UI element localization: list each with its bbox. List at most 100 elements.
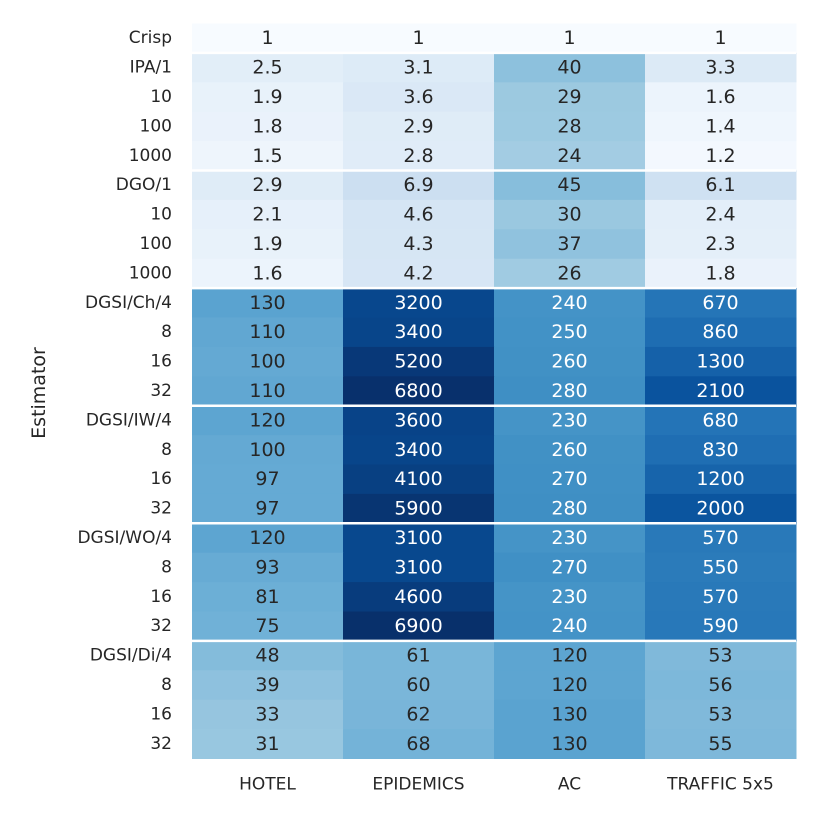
row-tick-label: 32 [150, 499, 172, 519]
heatmap-cell [645, 552, 797, 583]
heatmap-cell [645, 229, 797, 260]
heatmap-cell [343, 229, 495, 260]
heatmap-cell [494, 23, 646, 54]
cell-value-label: 590 [702, 615, 738, 637]
cell-value-label: 570 [702, 586, 738, 608]
cell-value-label: 1.8 [705, 262, 735, 284]
row-tick-label: DGSI/WO/4 [77, 528, 172, 548]
cell-value-label: 130 [551, 733, 587, 755]
column-tick-label: AC [558, 775, 581, 795]
heatmap-cell [343, 670, 495, 701]
heatmap-cell [494, 670, 646, 701]
heatmap-cell [192, 23, 344, 54]
cell-value-label: 6.1 [705, 174, 735, 196]
heatmap-cell [645, 82, 797, 113]
cell-value-label: 6.9 [403, 174, 433, 196]
cell-value-label: 120 [249, 527, 285, 549]
cell-value-label: 3100 [394, 556, 442, 578]
row-tick-label: 16 [150, 469, 172, 489]
heatmap-cell [192, 317, 344, 348]
heatmap-cell [343, 82, 495, 113]
cell-value-label: 56 [708, 674, 732, 696]
column-tick-label: EPIDEMICS [372, 775, 464, 795]
heatmap-cell [343, 141, 495, 171]
row-tick-label: 16 [150, 352, 172, 372]
row-tick-label: 10 [150, 205, 172, 225]
heatmap-cell [192, 640, 344, 671]
heatmap-cell [645, 493, 797, 524]
cell-value-label: 260 [551, 439, 587, 461]
heatmap-cell [494, 229, 646, 260]
heatmap-cell [192, 376, 344, 407]
heatmap-cell [494, 523, 646, 554]
heatmap-cell [343, 405, 495, 436]
cell-value-label: 680 [702, 409, 738, 431]
heatmap-cell [494, 82, 646, 113]
cell-value-label: 2.3 [705, 233, 735, 255]
row-tick-label: DGSI/Ch/4 [85, 293, 172, 313]
heatmap-cell [343, 699, 495, 730]
heatmap-cell [192, 729, 344, 759]
heatmap-cell [192, 670, 344, 701]
row-tick-label: 32 [150, 734, 172, 754]
heatmap-cell [343, 435, 495, 465]
heatmap-cell [343, 111, 495, 142]
row-tick-label: DGO/1 [116, 175, 172, 195]
row-tick-label: 1000 [129, 263, 172, 283]
cell-value-label: 1.4 [705, 115, 735, 137]
heatmap-cell [645, 141, 797, 171]
cell-value-label: 3600 [394, 409, 442, 431]
cell-value-label: 1 [261, 27, 273, 49]
heatmap-cell [343, 729, 495, 759]
row-tick-label: 16 [150, 704, 172, 724]
y-axis-title: Estimator [28, 347, 50, 439]
cell-value-label: 280 [551, 380, 587, 402]
cell-value-label: 53 [708, 703, 732, 725]
heatmap-cell [343, 52, 495, 83]
heatmap-cell [343, 23, 495, 54]
heatmap-cell [343, 464, 495, 495]
cell-value-label: 26 [557, 262, 581, 284]
cell-value-label: 2.9 [403, 115, 433, 137]
heatmap-cell [343, 317, 495, 348]
cell-value-label: 28 [557, 115, 581, 137]
heatmap-cell [645, 199, 797, 230]
column-labels: HOTEL EPIDEMICS AC TRAFFIC 5x5 [239, 775, 774, 795]
row-tick-label: Crisp [129, 28, 172, 48]
heatmap-cell [192, 523, 344, 554]
heatmap-cell [192, 82, 344, 113]
heatmap-cell [192, 582, 344, 612]
heatmap-cell [645, 405, 797, 436]
heatmap-cell [645, 23, 797, 54]
row-tick-label: 8 [161, 675, 172, 695]
cell-value-label: 6900 [394, 615, 442, 637]
heatmap-cell [343, 376, 495, 407]
cell-value-label: 4.6 [403, 204, 433, 226]
cell-value-label: 4.2 [403, 262, 433, 284]
cell-value-label: 670 [702, 292, 738, 314]
heatmap-cell [343, 640, 495, 671]
cell-value-label: 3.1 [403, 57, 433, 79]
cell-value-label: 230 [551, 409, 587, 431]
heatmap-cell [645, 670, 797, 701]
cell-value-label: 100 [249, 351, 285, 373]
heatmap-cell [494, 376, 646, 407]
cell-value-label: 2100 [696, 380, 744, 402]
heatmap-cell [494, 52, 646, 83]
heatmap-cell [494, 346, 646, 377]
cell-value-label: 2.5 [252, 57, 282, 79]
cell-value-label: 570 [702, 527, 738, 549]
heatmap-cell [192, 170, 344, 201]
cell-value-label: 1.6 [705, 86, 735, 108]
cell-value-label: 120 [551, 674, 587, 696]
cell-value-label: 61 [406, 645, 430, 667]
cell-value-label: 97 [255, 498, 279, 520]
cell-value-label: 830 [702, 439, 738, 461]
cell-value-label: 68 [406, 733, 430, 755]
cell-value-label: 110 [249, 321, 285, 343]
heatmap-cell [343, 199, 495, 230]
cell-value-label: 2.1 [252, 204, 282, 226]
heatmap-cell [645, 435, 797, 465]
heatmap-cell [192, 141, 344, 171]
row-labels: Crisp IPA/1 10 100 1000 DGO/1 10 100 1000 DGSI/Ch… [77, 28, 172, 754]
